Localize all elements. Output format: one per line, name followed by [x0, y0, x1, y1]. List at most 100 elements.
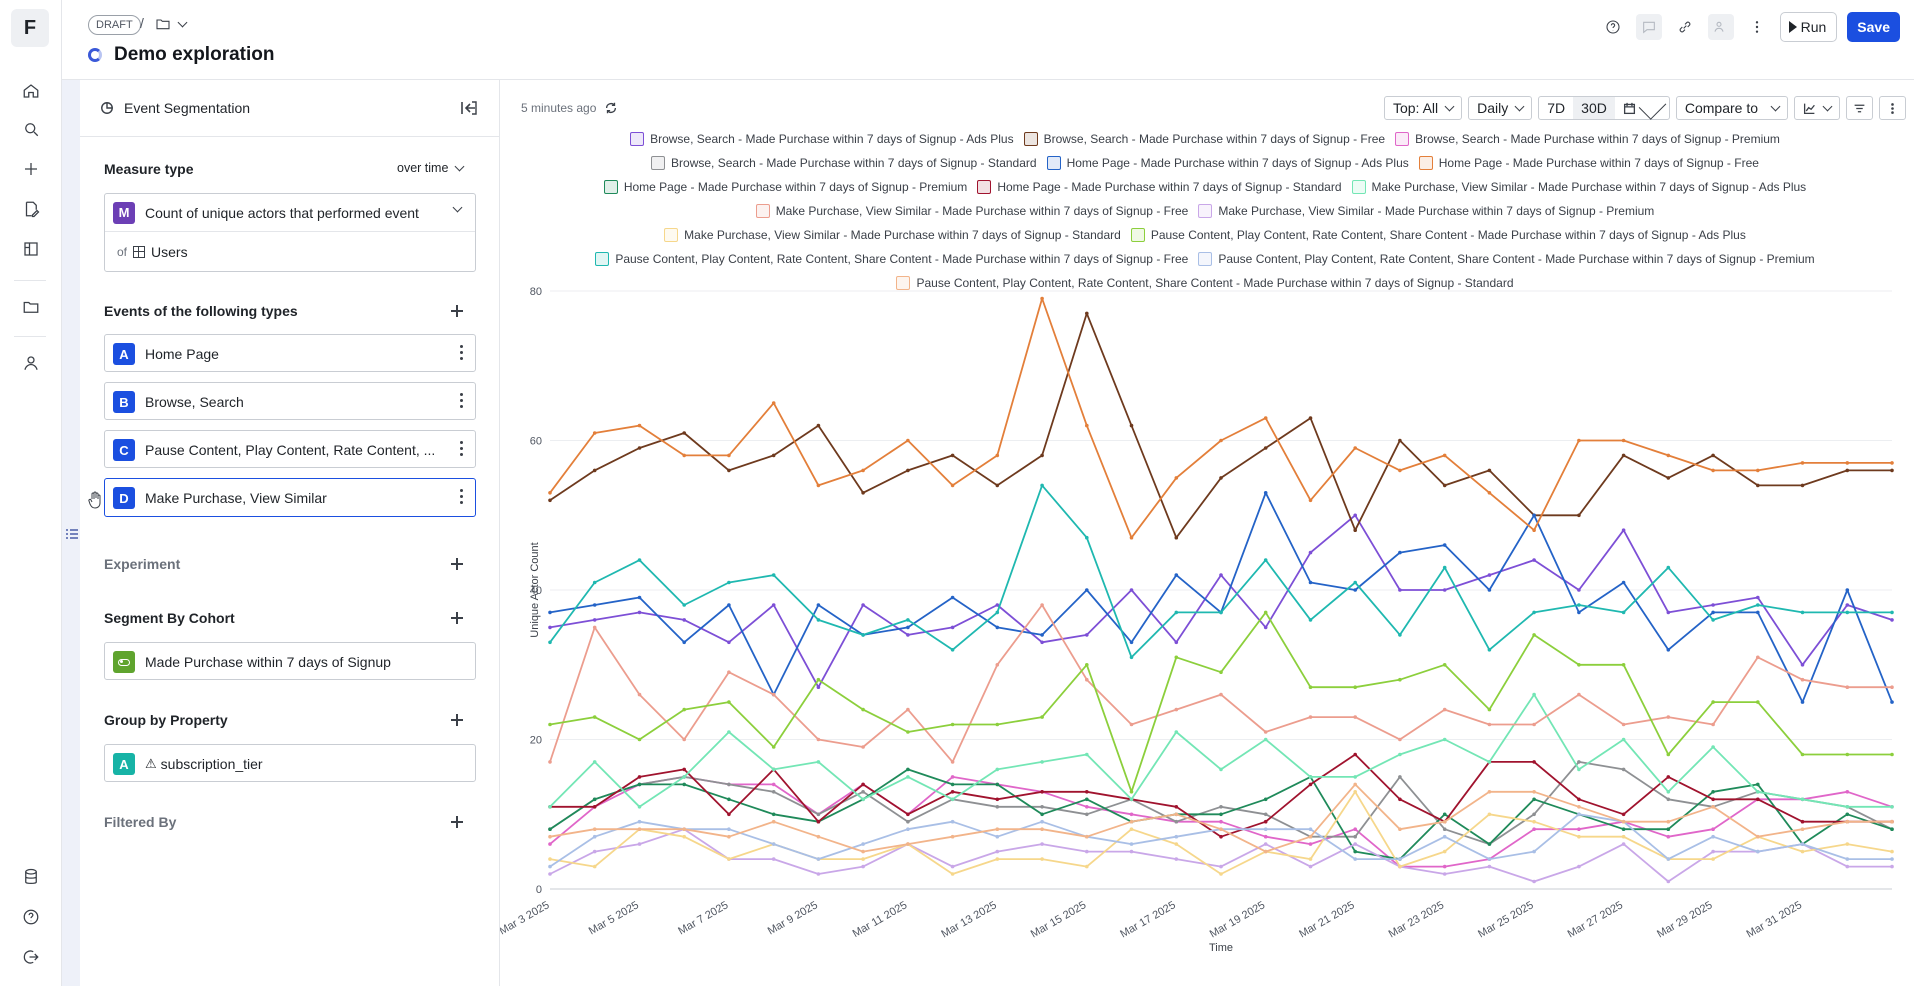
event-menu-icon[interactable]	[459, 393, 463, 409]
data-point	[637, 827, 642, 831]
event-item-a[interactable]: A Home Page	[104, 334, 476, 372]
data-point	[1845, 842, 1850, 846]
share-users-icon[interactable]	[1707, 14, 1734, 40]
data-point	[1040, 790, 1044, 794]
data-point	[1442, 864, 1447, 869]
event-menu-icon[interactable]	[459, 489, 463, 505]
data-point	[1398, 468, 1402, 473]
edit-query-icon[interactable]	[20, 198, 42, 220]
folder-picker[interactable]	[155, 14, 188, 34]
add-experiment-button[interactable]	[450, 557, 464, 571]
data-point	[950, 797, 955, 802]
legend-item[interactable]: Make Purchase, View Similar - Made Purch…	[1351, 178, 1806, 196]
series-line	[549, 514, 1893, 689]
x-tick-label: Mar 19 2025	[1208, 899, 1267, 940]
calendar-button[interactable]	[1615, 92, 1669, 120]
event-item-c[interactable]: C Pause Content, Play Content, Rate Conte…	[104, 430, 476, 468]
event-menu-icon[interactable]	[459, 345, 463, 361]
segment-cohort-item[interactable]: Made Purchase within 7 days of Signup	[104, 642, 476, 680]
data-point	[1487, 491, 1492, 495]
legend-item[interactable]: Pause Content, Play Content, Rate Conten…	[1130, 226, 1746, 244]
database-icon[interactable]	[20, 866, 42, 888]
actor-type-select[interactable]: of Users	[105, 232, 475, 272]
plus-icon[interactable]	[20, 158, 42, 180]
legend-item[interactable]: Home Page - Made Purchase within 7 days …	[603, 178, 967, 196]
data-point	[1308, 498, 1313, 503]
legend-item[interactable]: Home Page - Made Purchase within 7 days …	[1418, 154, 1759, 172]
range-7d-button[interactable]: 7D	[1547, 100, 1566, 116]
flask-icon[interactable]	[20, 238, 42, 260]
data-point	[950, 775, 955, 779]
search-icon[interactable]	[20, 118, 42, 140]
chart-more-button[interactable]	[1879, 96, 1906, 120]
legend-item[interactable]: Home Page - Made Purchase within 7 days …	[977, 178, 1342, 196]
legend-item[interactable]: Home Page - Made Purchase within 7 days …	[1046, 154, 1409, 172]
data-point	[1308, 715, 1313, 719]
data-point	[950, 790, 955, 794]
logout-icon[interactable]	[20, 946, 42, 968]
legend-label: Pause Content, Play Content, Rate Conten…	[916, 276, 1514, 290]
drag-handle-icon[interactable]	[88, 491, 102, 509]
add-event-button[interactable]	[450, 304, 464, 318]
legend-item[interactable]: Browse, Search - Made Purchase within 7 …	[651, 154, 1037, 172]
data-point	[727, 834, 731, 839]
list-icon[interactable]	[66, 529, 78, 539]
data-point	[1174, 842, 1179, 846]
interval-select[interactable]: Daily	[1468, 96, 1533, 120]
event-item-b[interactable]: B Browse, Search	[104, 382, 476, 420]
data-point	[906, 767, 910, 772]
chart-type-select[interactable]	[1794, 96, 1840, 120]
folder-icon[interactable]	[20, 296, 42, 318]
data-point	[592, 760, 597, 764]
data-point	[861, 782, 865, 787]
save-button[interactable]: Save	[1847, 12, 1900, 42]
legend-item[interactable]: Pause Content, Play Content, Rate Conten…	[896, 274, 1514, 292]
home-icon[interactable]	[20, 80, 42, 102]
legend-item[interactable]: Browse, Search - Made Purchase within 7 …	[1023, 130, 1385, 148]
add-segment-button[interactable]	[450, 611, 464, 625]
range-30d-button[interactable]: 30D	[1573, 97, 1615, 119]
data-point	[1442, 872, 1447, 876]
legend-label: Browse, Search - Made Purchase within 7 …	[650, 132, 1014, 146]
data-point	[637, 819, 642, 824]
y-axis-label: Unique Actor Count	[529, 542, 541, 637]
more-options-icon[interactable]	[1744, 14, 1770, 40]
data-point	[906, 827, 910, 831]
collapse-panel-icon[interactable]	[460, 99, 478, 117]
data-point	[950, 760, 955, 764]
add-group-button[interactable]	[450, 713, 464, 727]
top-select[interactable]: Top: All	[1383, 96, 1463, 120]
filter-button[interactable]	[1846, 96, 1873, 120]
event-menu-icon[interactable]	[459, 441, 463, 457]
comment-icon[interactable]	[1635, 14, 1662, 40]
event-item-d[interactable]: D Make Purchase, View Similar	[104, 478, 476, 517]
compare-select[interactable]: Compare to	[1675, 96, 1788, 120]
app-logo[interactable]: F	[11, 9, 49, 47]
legend-label: Home Page - Made Purchase within 7 days …	[997, 180, 1342, 194]
legend-item[interactable]: Pause Content, Play Content, Rate Conten…	[1198, 250, 1815, 268]
data-point	[548, 842, 552, 846]
legend-item[interactable]: Make Purchase, View Similar - Made Purch…	[755, 202, 1188, 220]
range-toggle: 7D 30D	[1538, 92, 1670, 120]
user-icon[interactable]	[20, 352, 42, 374]
data-point	[1129, 535, 1134, 540]
measure-select[interactable]: M Count of unique actors that performed …	[104, 193, 476, 272]
legend-label: Home Page - Made Purchase within 7 days …	[1066, 156, 1409, 170]
run-button[interactable]: Run	[1779, 12, 1838, 42]
legend-item[interactable]: Make Purchase, View Similar - Made Purch…	[1198, 202, 1654, 220]
legend-item[interactable]: Make Purchase, View Similar - Made Purch…	[664, 226, 1121, 244]
page-title[interactable]: Demo exploration	[114, 44, 275, 65]
legend-item[interactable]: Browse, Search - Made Purchase within 7 …	[1395, 130, 1780, 148]
help-icon[interactable]	[1600, 14, 1626, 40]
data-point	[771, 573, 776, 577]
refresh-icon[interactable]	[604, 101, 618, 115]
legend-item[interactable]: Pause Content, Play Content, Rate Conten…	[595, 250, 1188, 268]
add-filter-button[interactable]	[450, 815, 464, 829]
help-icon[interactable]	[20, 906, 42, 928]
data-point	[771, 603, 776, 607]
measure-mode-select[interactable]: over time	[397, 161, 465, 175]
data-point	[1711, 453, 1715, 458]
link-icon[interactable]	[1672, 14, 1698, 40]
group-property-item[interactable]: A ⚠ subscription_tier	[104, 744, 476, 782]
legend-item[interactable]: Browse, Search - Made Purchase within 7 …	[630, 130, 1014, 148]
